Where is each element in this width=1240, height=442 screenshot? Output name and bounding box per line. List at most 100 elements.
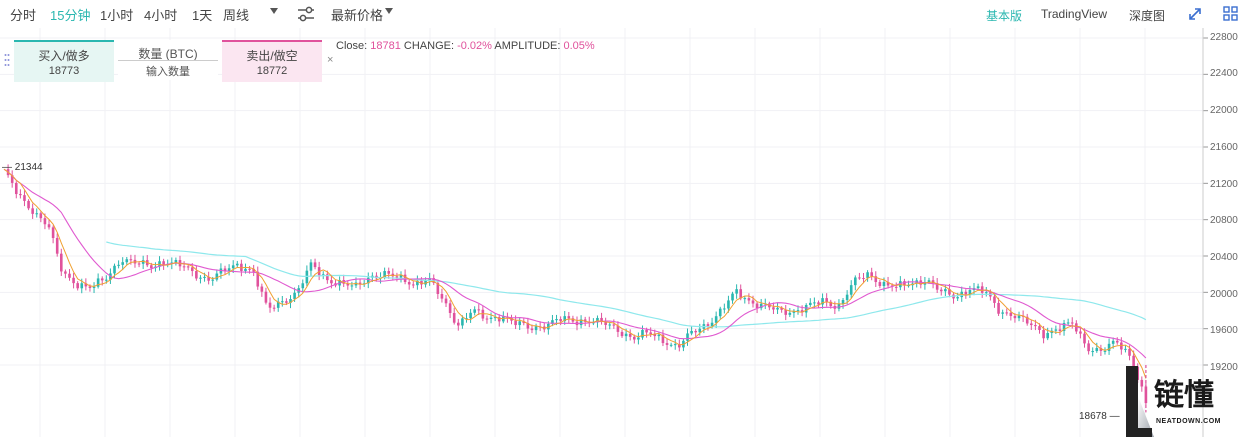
candle-body xyxy=(976,286,980,289)
layout-grid-icon[interactable] xyxy=(1223,6,1238,21)
candle-body xyxy=(984,292,988,294)
candle-body xyxy=(1070,322,1074,324)
candle-body xyxy=(289,298,292,303)
drag-handle-icon[interactable] xyxy=(4,53,10,67)
candle-body xyxy=(1025,316,1029,324)
candle-body xyxy=(706,324,710,326)
candle-body xyxy=(665,343,669,345)
candle-body xyxy=(800,310,804,313)
candle-body xyxy=(27,200,30,209)
candle-body xyxy=(285,301,288,303)
candle-body xyxy=(416,280,419,286)
buy-long-button[interactable]: 买入/做多 18773 xyxy=(14,40,114,82)
sell-label: 卖出/做空 xyxy=(246,49,298,63)
candle-body xyxy=(530,328,534,331)
sell-short-button[interactable]: 卖出/做空 18772 xyxy=(222,40,322,82)
candle-body xyxy=(244,268,247,271)
fullscreen-icon[interactable] xyxy=(1187,6,1203,22)
candle-body xyxy=(886,281,890,286)
candle-body xyxy=(837,304,841,309)
candle-body xyxy=(313,262,317,268)
candle-body xyxy=(780,307,783,310)
candle-body xyxy=(727,300,730,309)
candlestick-chart-canvas[interactable] xyxy=(0,28,1240,437)
price-axis-label: 21200 xyxy=(1210,179,1238,190)
price-axis-label: 22800 xyxy=(1210,32,1238,43)
candle-body xyxy=(1140,379,1144,387)
quantity-divider xyxy=(118,60,218,61)
candle-body xyxy=(1062,322,1066,331)
candle-body xyxy=(39,213,43,219)
view-tradingview[interactable]: TradingView xyxy=(1041,7,1108,21)
interval-tab-1d[interactable]: 1天 xyxy=(192,8,213,23)
candle-body xyxy=(31,208,34,214)
candle-body xyxy=(1058,329,1062,331)
candle-body xyxy=(1103,350,1107,352)
candle-body xyxy=(956,297,959,299)
interval-tab-timeshare[interactable]: 分时 xyxy=(10,8,37,23)
candle-body xyxy=(968,290,972,295)
candle-body xyxy=(211,279,215,281)
candle-body xyxy=(1017,315,1021,319)
candle-body xyxy=(866,272,869,279)
candle-body xyxy=(825,298,828,302)
candle-body xyxy=(1046,333,1049,339)
candle-body xyxy=(874,276,878,283)
candle-body xyxy=(1107,343,1111,351)
candle-body xyxy=(399,274,403,278)
high-price-value: 21344 xyxy=(14,162,43,173)
candle-body xyxy=(96,278,100,287)
candle-body xyxy=(383,271,386,278)
candle-body xyxy=(1144,386,1148,404)
candle-body xyxy=(690,330,693,334)
candle-body xyxy=(1124,348,1127,350)
price-type-select[interactable]: 最新价格 xyxy=(331,8,384,23)
candle-body xyxy=(407,282,411,285)
candle-body xyxy=(485,318,489,320)
candle-body xyxy=(457,322,460,326)
amplitude-label: AMPLITUDE: xyxy=(494,40,561,52)
candle-body xyxy=(88,286,92,288)
candle-body xyxy=(117,264,120,266)
candle-body xyxy=(747,298,751,301)
candle-body xyxy=(841,300,845,305)
interval-tab-15min[interactable]: 15分钟 xyxy=(50,8,91,23)
candle-body xyxy=(448,303,452,313)
candle-body xyxy=(796,310,800,312)
quantity-input[interactable]: 输入数量 xyxy=(146,66,190,78)
candle-body xyxy=(186,266,190,268)
candle-body xyxy=(281,301,284,303)
interval-tab-4h[interactable]: 4小时 xyxy=(144,8,178,23)
view-basic[interactable]: 基本版 xyxy=(986,9,1023,23)
close-icon[interactable]: × xyxy=(327,54,334,66)
candle-body xyxy=(199,277,202,279)
candle-body xyxy=(686,333,689,341)
quantity-label: 数量 (BTC) xyxy=(138,47,198,61)
candle-body xyxy=(649,332,652,335)
more-intervals-chevron-icon[interactable] xyxy=(270,8,278,14)
watermark-logo: 链懂 NEATDOWN.COM xyxy=(1124,366,1240,437)
candle-body xyxy=(137,263,141,265)
candle-body xyxy=(718,308,722,317)
candle-body xyxy=(927,280,931,283)
candle-body xyxy=(346,283,350,286)
logo-mark-icon xyxy=(1126,366,1154,437)
price-type-chevron-icon[interactable] xyxy=(385,8,393,14)
candle-body xyxy=(559,319,562,322)
candle-body xyxy=(240,263,243,271)
price-chart[interactable] xyxy=(0,28,1240,437)
candle-body xyxy=(51,227,55,239)
candle-body xyxy=(620,331,624,337)
candle-body xyxy=(637,337,640,340)
interval-tab-week[interactable]: 周线 xyxy=(223,8,250,23)
view-depth[interactable]: 深度图 xyxy=(1129,9,1166,23)
interval-tab-1h[interactable]: 1小时 xyxy=(100,8,134,23)
candle-body xyxy=(948,289,951,295)
buy-price: 18773 xyxy=(48,65,80,77)
indicator-settings-icon[interactable] xyxy=(297,6,315,22)
quantity-field[interactable]: 数量 (BTC) 输入数量 xyxy=(118,40,218,80)
candle-body xyxy=(227,268,231,272)
moving-average-mid-line xyxy=(3,168,1147,359)
candle-body xyxy=(673,344,677,346)
candle-body xyxy=(411,284,415,286)
